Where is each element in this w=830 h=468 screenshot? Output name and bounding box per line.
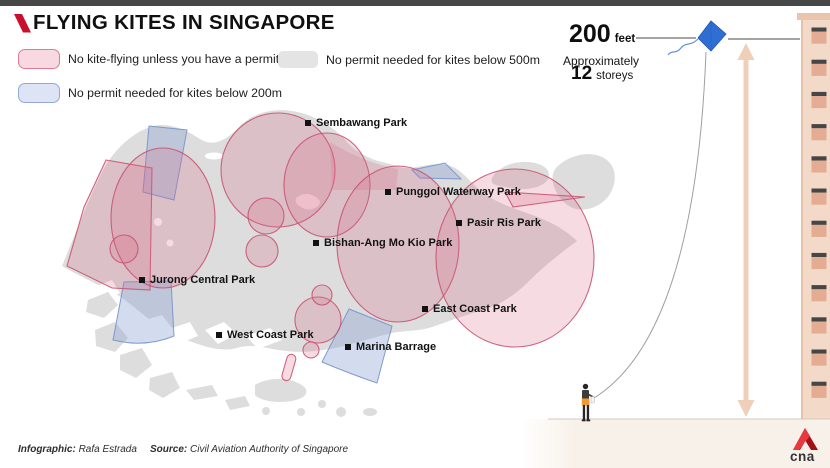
park-name: Jurong Central Park bbox=[150, 274, 256, 286]
park-label-marina-barrage: Marina Barrage bbox=[345, 341, 436, 353]
park-name: Bishan-Ang Mo Kio Park bbox=[324, 237, 453, 249]
zones-below-200m bbox=[112, 125, 463, 384]
park-label-jurong: Jurong Central Park bbox=[139, 274, 255, 286]
park-label-punggol: Punggol Waterway Park bbox=[385, 186, 521, 198]
park-marker-icon bbox=[313, 240, 319, 246]
storeys-unit: storeys bbox=[596, 70, 634, 82]
park-marker-icon bbox=[139, 277, 145, 283]
below-500m-swatch-icon bbox=[278, 51, 318, 68]
storeys-value: 12 bbox=[571, 63, 593, 84]
page-title: FLYING KITES IN SINGAPORE bbox=[33, 11, 335, 34]
height-value: 200 feet bbox=[569, 20, 635, 49]
park-name: East Coast Park bbox=[433, 303, 517, 315]
feet-value: 200 bbox=[569, 20, 611, 48]
legend-label: No permit needed for kites below 500m bbox=[326, 52, 540, 67]
building-windows bbox=[811, 27, 827, 398]
park-label-east-coast: East Coast Park bbox=[422, 303, 517, 315]
zones-no-fly bbox=[66, 112, 595, 382]
cna-logo-icon bbox=[793, 428, 818, 450]
park-marker-icon bbox=[216, 332, 222, 338]
height-arrow bbox=[737, 43, 755, 417]
storeys-text: 12 storeys bbox=[571, 63, 633, 85]
legend-item-no-fly: No kite-flying unless you have a permit bbox=[18, 49, 279, 69]
park-marker-icon bbox=[422, 306, 428, 312]
feet-unit: feet bbox=[614, 33, 636, 45]
park-name: Punggol Waterway Park bbox=[396, 186, 521, 198]
park-marker-icon bbox=[345, 344, 351, 350]
kite-string bbox=[593, 51, 707, 399]
kite-tail bbox=[667, 38, 699, 56]
cna-logo-text: cna bbox=[790, 449, 815, 464]
park-name: Pasir Ris Park bbox=[467, 217, 541, 229]
source-credit: Source: Civil Aviation Authority of Sing… bbox=[150, 444, 348, 455]
infographic-credit: Infographic: Rafa Estrada bbox=[18, 444, 137, 455]
park-name: West Coast Park bbox=[227, 329, 314, 341]
building bbox=[797, 13, 830, 420]
credit-value: Rafa Estrada bbox=[78, 444, 137, 455]
cna-slash-icon bbox=[14, 14, 31, 33]
source-value: Civil Aviation Authority of Singapore bbox=[190, 444, 349, 455]
below-200m-swatch-icon bbox=[18, 83, 60, 103]
legend-item-below-200m: No permit needed for kites below 200m bbox=[18, 83, 282, 103]
person-flying-kite bbox=[581, 383, 595, 422]
park-name: Sembawang Park bbox=[316, 117, 408, 129]
ground bbox=[520, 418, 830, 468]
credit-label: Infographic: bbox=[18, 444, 76, 455]
kite-icon bbox=[593, 20, 727, 399]
park-label-west-coast: West Coast Park bbox=[216, 329, 314, 341]
park-marker-icon bbox=[305, 120, 311, 126]
legend-label: No permit needed for kites below 200m bbox=[68, 86, 282, 100]
park-name: Marina Barrage bbox=[356, 341, 437, 353]
park-label-pasir-ris: Pasir Ris Park bbox=[456, 217, 541, 229]
no-fly-swatch-icon bbox=[18, 49, 60, 69]
source-label: Source: bbox=[150, 444, 188, 455]
top-accent-bar bbox=[0, 0, 830, 6]
park-marker-icon bbox=[385, 189, 391, 195]
park-label-bishan: Bishan-Ang Mo Kio Park bbox=[313, 237, 452, 249]
park-label-sembawang: Sembawang Park bbox=[305, 117, 407, 129]
legend-label: No kite-flying unless you have a permit bbox=[68, 52, 280, 66]
legend-item-below-500m: No permit needed for kites below 500m bbox=[278, 51, 540, 68]
approx-text: Approximately bbox=[563, 54, 640, 68]
park-marker-icon bbox=[456, 220, 462, 226]
